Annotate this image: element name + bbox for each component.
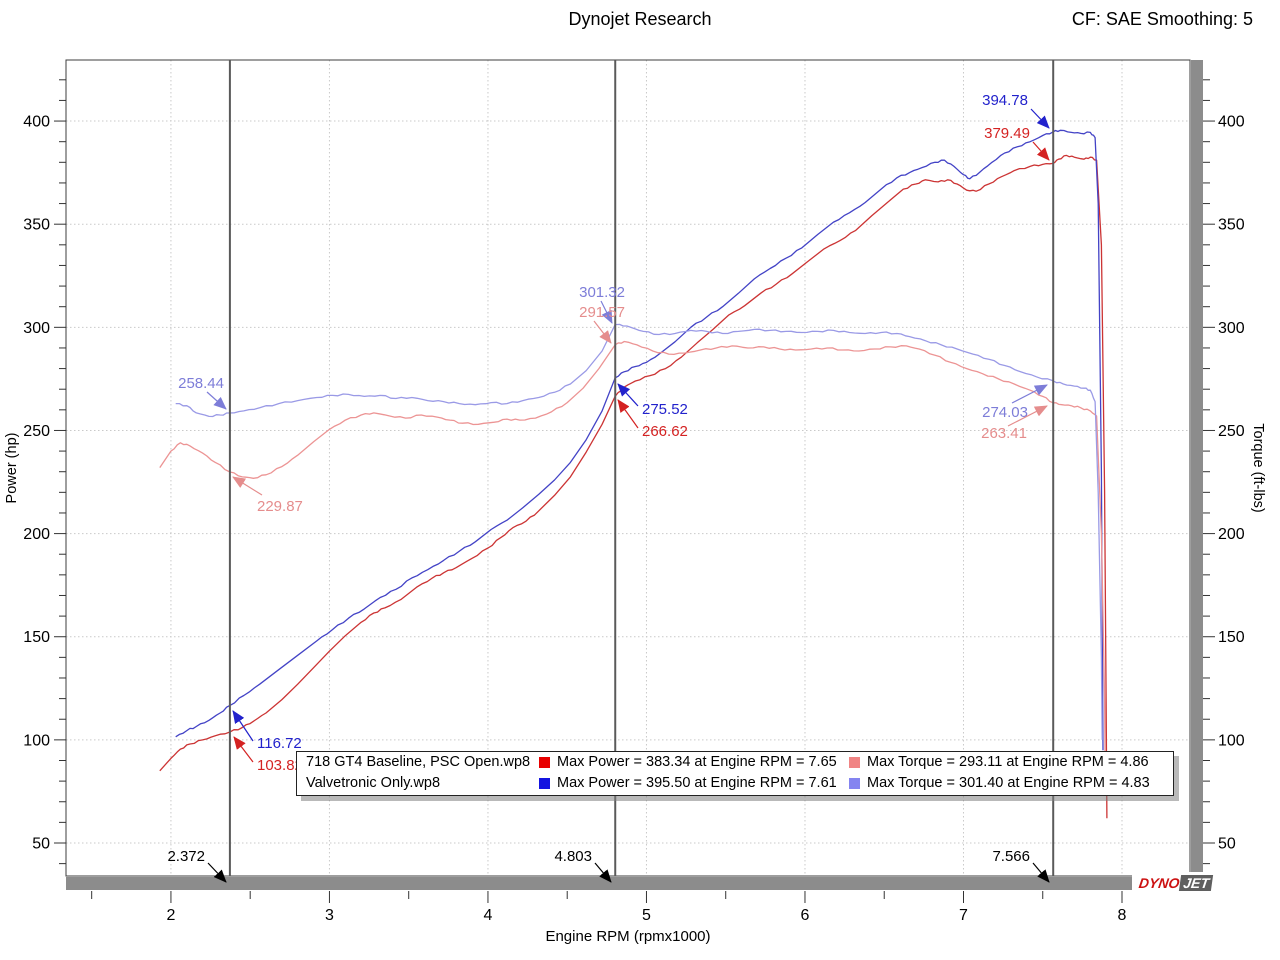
page-title: Dynojet Research (568, 9, 712, 29)
curve-baseline-torque (159, 340, 1107, 792)
power-swatch-baseline (539, 757, 550, 768)
dynojet-logo: DYNO JET (1132, 872, 1214, 893)
max-power-baseline: Max Power = 383.34 at Engine RPM = 7.65 (557, 754, 837, 770)
plot-shadow-bottom (66, 877, 1203, 890)
cursor-rpm-label[interactable]: 4.803 (554, 848, 592, 865)
callout-arrow (232, 476, 263, 496)
legend-row-baseline: 718 GT4 Baseline, PSC Open.wp8 Max Power… (297, 752, 1173, 773)
torque-swatch-valvetronic (849, 778, 860, 789)
callout-value-label: 379.49 (984, 125, 1030, 142)
y-right-tick-label: 100 (1218, 732, 1245, 749)
x-tick-label: 7 (959, 907, 968, 924)
callout-value-label: 394.78 (982, 92, 1028, 109)
power-swatch-valvetronic (539, 778, 550, 789)
max-torque-valvetronic: Max Torque = 301.40 at Engine RPM = 4.83 (867, 775, 1150, 791)
cursor-rpm-label[interactable]: 7.566 (992, 848, 1030, 865)
y-right-tick-label: 50 (1218, 835, 1236, 852)
x-tick-label: 5 (642, 907, 651, 924)
callout-arrow (617, 383, 639, 407)
callout-value-label: 258.44 (178, 375, 224, 392)
callout-arrow (206, 391, 227, 410)
callout-arrow (1032, 141, 1050, 161)
correction-factor-label: CF: SAE Smoothing: 5 (1071, 9, 1253, 29)
curve-valvetronic-torque (175, 323, 1103, 740)
callout-value-label: 301.32 (579, 284, 625, 301)
torque-swatch-baseline (849, 757, 860, 768)
y-left-tick-label: 50 (32, 835, 50, 852)
y-left-tick-label: 250 (23, 423, 50, 440)
y-right-tick-label: 400 (1218, 114, 1245, 131)
cursor-rpm-label[interactable]: 2.372 (167, 848, 205, 865)
callout-value-label: 116.72 (257, 735, 302, 752)
plot-shadow-right (1191, 60, 1203, 890)
callout-arrow (1011, 384, 1048, 404)
curve-baseline-power (159, 154, 1108, 819)
dynojet-logo-text: DYNO JET (1137, 874, 1214, 891)
legend-row-valvetronic: Valvetronic Only.wp8 Max Power = 395.50 … (297, 773, 1173, 794)
y-axis-title-power: Power (hp) (4, 433, 20, 504)
x-tick-label: 2 (166, 907, 175, 924)
callout-value-label: 263.41 (981, 425, 1027, 442)
callout-value-label: 274.03 (982, 404, 1028, 421)
legend-box: 718 GT4 Baseline, PSC Open.wp8 Max Power… (296, 751, 1174, 796)
callout-arrow (600, 300, 613, 324)
y-left-tick-label: 200 (23, 526, 50, 543)
max-power-valvetronic: Max Power = 395.50 at Engine RPM = 7.61 (557, 775, 837, 791)
callout-arrow (617, 399, 639, 429)
callout-arrow (1030, 108, 1050, 129)
x-tick-label: 3 (325, 907, 334, 924)
cursor-arrow (1032, 862, 1050, 883)
curves-group (159, 129, 1108, 819)
callout-arrow (593, 320, 612, 344)
y-right-tick-label: 350 (1218, 217, 1245, 234)
curve-valvetronic-power (175, 129, 1104, 751)
callout-arrow (1007, 405, 1048, 427)
run-name-valvetronic: Valvetronic Only.wp8 (306, 775, 441, 791)
y-right-tick-label: 300 (1218, 320, 1245, 337)
x-axis-title: Engine RPM (rpmx1000) (545, 928, 710, 945)
callout-value-label: 291.57 (579, 304, 625, 321)
y-left-tick-label: 100 (23, 732, 50, 749)
callout-arrow (232, 710, 254, 742)
cursor-arrow (207, 862, 227, 883)
y-right-tick-label: 250 (1218, 423, 1245, 440)
x-tick-label: 8 (1118, 907, 1127, 924)
x-tick-label: 6 (801, 907, 810, 924)
y-left-tick-label: 400 (23, 114, 50, 131)
y-axis-title-torque: Torque (ft-lbs) (1250, 423, 1266, 512)
max-torque-baseline: Max Torque = 293.11 at Engine RPM = 4.86 (867, 754, 1149, 770)
run-name-baseline: 718 GT4 Baseline, PSC Open.wp8 (306, 754, 531, 770)
y-left-tick-label: 150 (23, 629, 50, 646)
y-left-tick-label: 300 (23, 320, 50, 337)
logo-jet-part: JET (1179, 874, 1214, 891)
x-tick-label: 4 (484, 907, 493, 924)
y-left-tick-label: 350 (23, 217, 50, 234)
callout-value-label: 266.62 (642, 423, 688, 440)
y-right-tick-label: 150 (1218, 629, 1245, 646)
callout-arrow (233, 736, 254, 763)
callout-value-label: 275.52 (642, 401, 688, 418)
cursor-arrow (594, 862, 612, 883)
logo-dyno-part: DYNO (1137, 874, 1181, 891)
callout-value-label: 229.87 (257, 498, 303, 515)
callout-value-label: 103.82 (257, 757, 303, 774)
plot-border (65, 59, 1191, 877)
y-right-tick-label: 200 (1218, 526, 1245, 543)
